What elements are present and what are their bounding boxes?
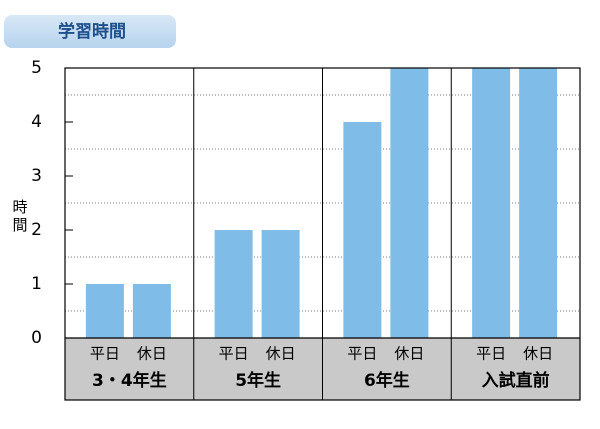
series-label: 平日 xyxy=(476,345,506,363)
series-label: 休日 xyxy=(137,345,167,363)
series-label: 休日 xyxy=(394,345,424,363)
chart-title: 学習時間 xyxy=(58,21,126,42)
y-tick-label: 3 xyxy=(31,166,42,186)
y-tick-label: 2 xyxy=(31,220,42,240)
bar xyxy=(214,230,253,338)
bar xyxy=(85,284,124,338)
series-label: 休日 xyxy=(266,345,296,363)
y-axis-label: 時間 xyxy=(12,198,27,234)
y-tick-label: 0 xyxy=(31,328,42,348)
series-label: 平日 xyxy=(347,345,377,363)
x-tick-label: 入試直前 xyxy=(482,370,550,391)
y-tick-label: 5 xyxy=(31,58,42,78)
x-tick-label: 3・4年生 xyxy=(92,370,167,391)
title-box xyxy=(4,15,176,48)
series-label: 平日 xyxy=(90,345,120,363)
bar xyxy=(132,284,171,338)
series-label: 休日 xyxy=(523,345,553,363)
bar xyxy=(261,230,300,338)
bar xyxy=(472,68,511,338)
y-tick-label: 1 xyxy=(31,274,42,294)
bar xyxy=(390,68,429,338)
frame xyxy=(64,67,581,401)
x-tick-label: 6年生 xyxy=(364,370,410,391)
series-label: 平日 xyxy=(219,345,249,363)
y-tick-label: 4 xyxy=(31,112,42,132)
bar xyxy=(519,68,558,338)
x-tick-label: 5年生 xyxy=(235,370,281,391)
bar xyxy=(343,122,382,338)
